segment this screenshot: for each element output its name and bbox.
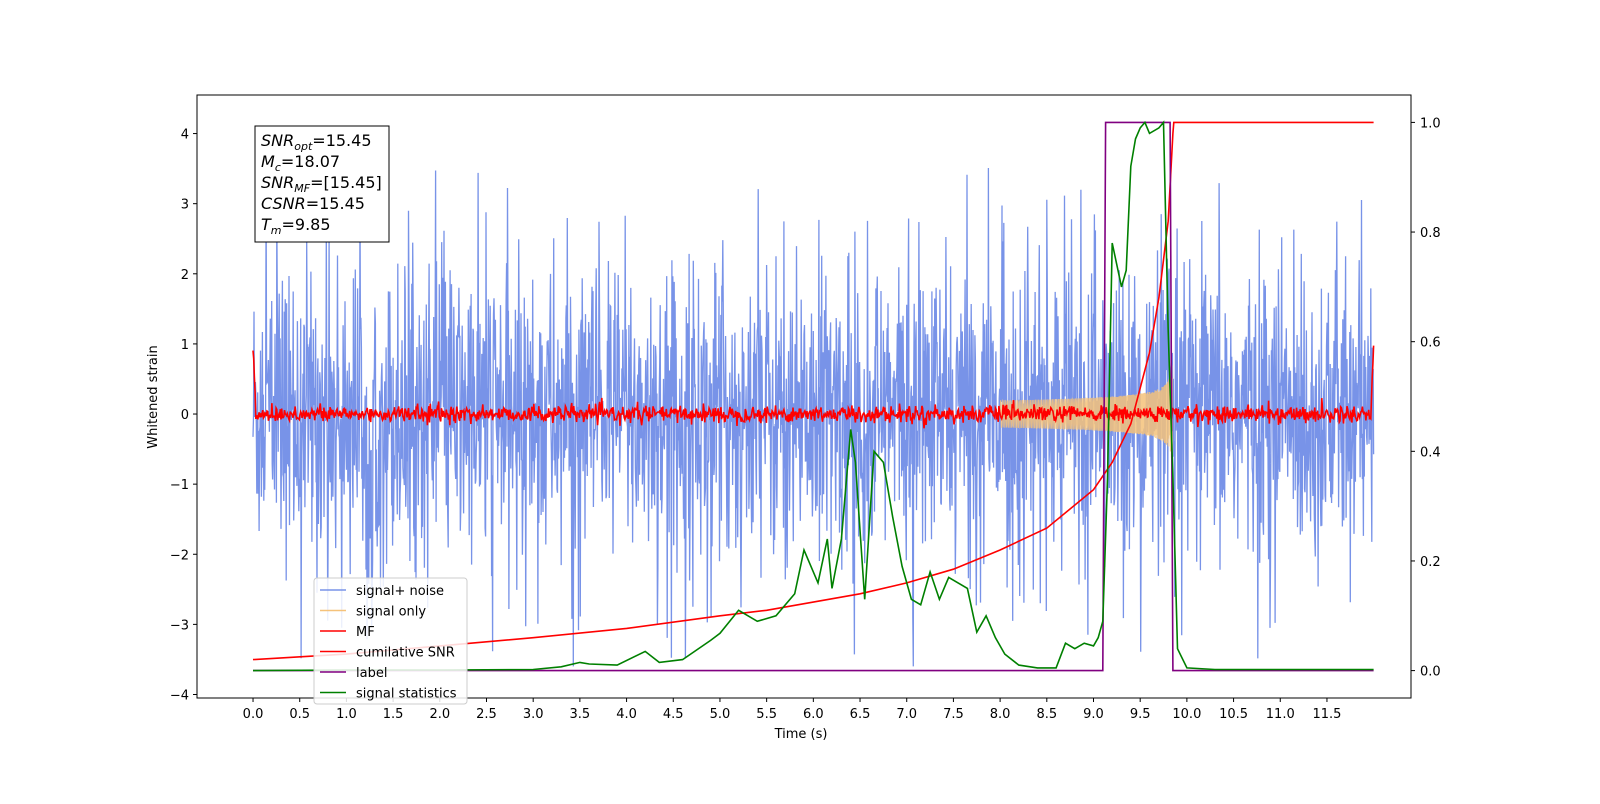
x-tick-label: 5.5 (756, 707, 777, 722)
x-tick-label: 9.5 (1130, 707, 1151, 722)
series-cumulative-snr-line (252, 121, 1374, 661)
plot-frame (196, 94, 1412, 699)
x-tick-label: 10.0 (1172, 707, 1201, 722)
legend-label: MF (356, 625, 375, 640)
y-left-tick-label: 0 (181, 408, 189, 423)
x-tick-label: 7.5 (943, 707, 964, 722)
info-box-line: Mc=18.07 (261, 152, 340, 174)
series-label-line (253, 121, 1374, 672)
y-left-tick-label: −2 (170, 548, 189, 563)
legend-label: signal statistics (356, 687, 457, 702)
x-tick-label: 1.5 (383, 707, 404, 722)
series-mf-line (252, 345, 1375, 429)
x-tick-label: 6.0 (803, 707, 824, 722)
x-tick-label: 8.0 (990, 707, 1011, 722)
x-tick-label: 4.5 (663, 707, 684, 722)
y-right-tick-label: 1.0 (1420, 116, 1441, 131)
series-signal-only-line (999, 365, 1173, 468)
y-left-tick-label: 1 (181, 338, 189, 353)
y-right-tick-label: 0.6 (1420, 336, 1441, 351)
y-right-tick-label: 0.0 (1420, 665, 1441, 680)
legend-label: cumilative SNR (356, 646, 455, 661)
x-axis-title: Time (s) (774, 727, 828, 742)
info-box-line: CSNR=15.45 (261, 194, 365, 213)
x-axis: 0.0 0.5 1.0 1.5 2.0 2.5 3.0 3.5 4.0 4.5 5.0 5.5 6.0 6… (243, 698, 1341, 722)
y-axis-right: 1.0 0.8 0.6 0.4 0.2 0.0 (1411, 116, 1441, 680)
x-tick-label: 11.0 (1266, 707, 1295, 722)
x-tick-label: 0.5 (289, 707, 310, 722)
info-box-frame (254, 125, 390, 243)
x-tick-label: 8.5 (1036, 707, 1057, 722)
legend-label: signal only (356, 605, 426, 620)
y-right-tick-label: 0.4 (1420, 445, 1441, 460)
legend-frame (313, 577, 468, 705)
legend-label: label (356, 666, 387, 681)
x-tick-label: 11.5 (1312, 707, 1341, 722)
x-tick-label: 0.0 (243, 707, 264, 722)
info-box: SNRopt=15.45Mc=18.07SNRMF=[15.45]CSNR=15… (254, 125, 390, 243)
y-left-tick-label: −4 (170, 688, 189, 703)
y-left-tick-label: −1 (170, 478, 189, 493)
info-box-line: SNRopt=15.45 (261, 131, 372, 153)
x-tick-label: 2.0 (429, 707, 450, 722)
y-axis-left: 4 3 2 1 0 −1 −2 −3 −4 (170, 128, 197, 703)
x-tick-label: 10.5 (1219, 707, 1248, 722)
series-signal-statistics-line (252, 120, 1374, 672)
y-left-tick-label: 3 (181, 198, 189, 213)
y-right-tick-label: 0.8 (1420, 226, 1441, 241)
x-tick-label: 1.0 (336, 707, 357, 722)
legend: signal+ noise signal only MF cumilative SNR… (313, 577, 468, 705)
x-tick-label: 6.5 (850, 707, 871, 722)
y-left-tick-label: −3 (170, 618, 189, 633)
info-box-line: SNRMF=[15.45] (261, 173, 382, 195)
y-right-tick-label: 0.2 (1420, 555, 1441, 570)
y-left-tick-label: 4 (181, 128, 189, 143)
x-tick-label: 5.0 (710, 707, 731, 722)
series-layer (252, 120, 1375, 672)
legend-label: signal+ noise (356, 584, 444, 599)
y-axis-left-title: Whitened strain (146, 345, 161, 448)
x-tick-label: 4.0 (616, 707, 637, 722)
x-tick-label: 2.5 (476, 707, 497, 722)
info-box-line: Tm=9.85 (261, 215, 331, 237)
y-left-tick-label: 2 (181, 268, 189, 283)
x-tick-label: 9.0 (1083, 707, 1104, 722)
x-tick-label: 3.5 (570, 707, 591, 722)
x-tick-label: 3.0 (523, 707, 544, 722)
x-tick-label: 7.0 (896, 707, 917, 722)
